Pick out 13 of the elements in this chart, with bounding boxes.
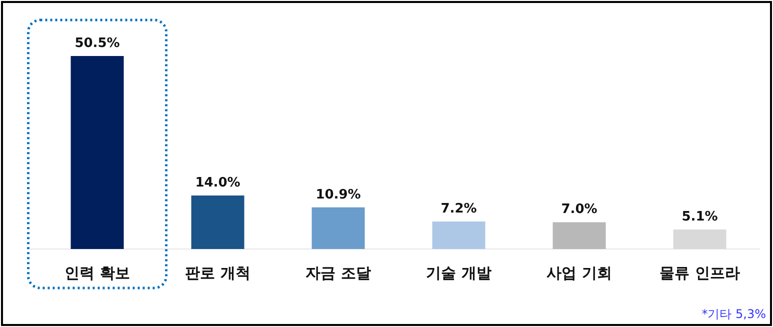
x-tick-label: 사업 기회 xyxy=(546,264,612,282)
data-label: 5.1% xyxy=(682,210,718,225)
x-tick-label: 기술 개발 xyxy=(426,264,492,282)
data-label: 7.0% xyxy=(561,202,598,218)
data-label: 10.9% xyxy=(316,187,361,202)
data-label: 50.5% xyxy=(74,36,120,51)
x-tick-label: 물류 인프라 xyxy=(660,264,740,282)
data-label: 14.0% xyxy=(195,175,240,190)
x-tick-label: 자금 조달 xyxy=(306,264,371,282)
text: *기타 5,3% xyxy=(702,307,766,321)
data-label: 7.2% xyxy=(440,201,477,216)
x-tick-label: 판로 개척 xyxy=(185,264,250,282)
x-tick-label: 인력 확보 xyxy=(64,264,130,282)
